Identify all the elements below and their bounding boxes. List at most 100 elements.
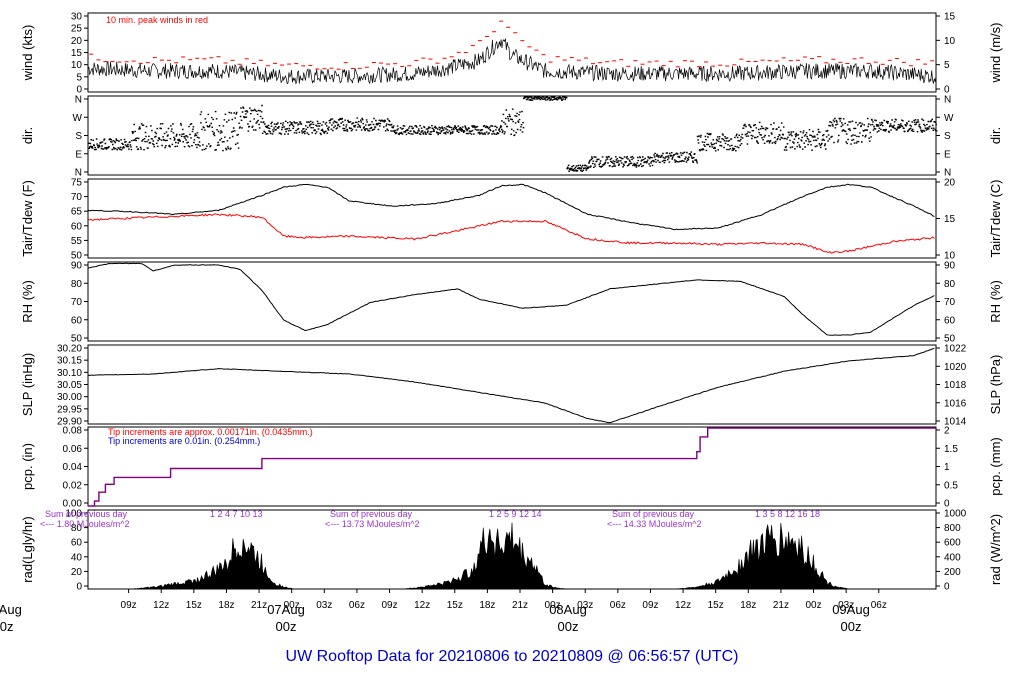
- slp-ytick-right-label: 1014: [944, 417, 967, 428]
- wind-ytick-left-label: 15: [71, 48, 83, 59]
- rh-ylabel-right: RH (%): [988, 280, 1003, 323]
- slp-ytick-left-label: 30.05: [57, 380, 82, 391]
- x-day-label-time: 00z: [276, 619, 297, 634]
- x-hour-tick-label: 21z: [251, 600, 267, 611]
- rad-day-note-line1: Sum of previous day: [45, 509, 128, 519]
- temp-series-0-line: [87, 183, 935, 231]
- rad-day-note-line1: Sum of previous day: [612, 509, 695, 519]
- temp-ytick-left-label: 50: [71, 251, 83, 262]
- rh-ytick-right-label: 60: [944, 315, 956, 326]
- slp-panel-frame: [87, 344, 937, 425]
- pcp-annotation-tip: Tip increments are 0.01in. (0.254mm.): [108, 436, 260, 446]
- slp-series-0-line: [87, 347, 935, 424]
- temp-series-1-line: [87, 213, 935, 254]
- slp-ytick-right-label: 1020: [944, 362, 967, 373]
- dir-ylabel-right: dir.: [988, 127, 1003, 144]
- pcp-ytick-right-label: 0: [944, 499, 950, 510]
- x-hour-tick-label: 21z: [773, 600, 789, 611]
- wind-ylabel-left: wind (kts): [20, 25, 35, 82]
- x-hour-tick-label: 18z: [479, 600, 495, 611]
- slp-ytick-right-label: 1016: [944, 398, 967, 409]
- pcp-ytick-right-label: 1: [944, 462, 950, 473]
- x-hour-tick-label: 00z: [284, 600, 300, 611]
- x-hour-tick-label: 15z: [447, 600, 463, 611]
- pcp-ytick-left-label: 0.04: [63, 462, 83, 473]
- rad-ytick-left-label: 60: [71, 538, 83, 549]
- slp-ytick-right-label: 1022: [944, 344, 967, 355]
- x-day-label-date: 06Aug: [0, 602, 22, 617]
- wind-ylabel-right: wind (m/s): [988, 23, 1003, 84]
- rad-series-area: [88, 522, 936, 590]
- wind-ytick-left-label: 10: [71, 60, 83, 71]
- pcp-ytick-left-label: 0.00: [63, 499, 83, 510]
- wind-annotation: 10 min. peak winds in red: [106, 15, 208, 25]
- x-hour-tick-label: 09z: [642, 600, 658, 611]
- wind-ytick-left-label: 20: [71, 36, 83, 47]
- rad-day-hours: 1 2 4 7 10 13: [210, 509, 263, 519]
- x-hour-tick-label: 00z: [545, 600, 561, 611]
- temp-ytick-right-label: 15: [944, 214, 956, 225]
- rad-ytick-right-label: 200: [944, 567, 961, 578]
- rh-series-0-line: [87, 262, 935, 336]
- temp-ytick-left-label: 70: [71, 192, 83, 203]
- rad-day-note-line2: <--- 14.33 MJoules/m^2: [607, 519, 702, 529]
- slp-ytick-left-label: 30.20: [57, 344, 82, 355]
- x-hour-tick-label: 03z: [577, 600, 593, 611]
- x-hour-tick-label: 03z: [838, 600, 854, 611]
- wind-ytick-left-label: 25: [71, 24, 83, 35]
- rad-ytick-right-label: 400: [944, 552, 961, 563]
- pcp-ytick-left-label: 0.08: [63, 426, 83, 437]
- x-hour-tick-label: 06z: [871, 600, 887, 611]
- wind-ytick-left-label: 0: [76, 85, 82, 96]
- dir-ytick-left-label: W: [73, 113, 83, 124]
- x-hour-tick-label: 09z: [121, 600, 137, 611]
- pcp-ytick-left-label: 0.06: [63, 444, 83, 455]
- rh-ylabel-left: RH (%): [20, 280, 35, 323]
- x-hour-tick-label: 03z: [316, 600, 332, 611]
- wind-panel-frame: [87, 12, 937, 93]
- wind-ytick-left-label: 5: [76, 72, 82, 83]
- rad-ytick-left-label: 100: [65, 509, 82, 520]
- rh-ytick-left-label: 70: [71, 297, 83, 308]
- pcp-ylabel-right: pcp. (mm): [988, 437, 1003, 496]
- wind-ytick-right-label: 0: [944, 85, 950, 96]
- x-day-label-time: 00z: [558, 619, 579, 634]
- pcp-ytick-left-label: 0.02: [63, 480, 83, 491]
- dir-ytick-right-label: N: [944, 95, 951, 106]
- slp-ytick-right-label: 1018: [944, 380, 967, 391]
- slp-ylabel-right: SLP (hPa): [988, 355, 1003, 415]
- rad-ytick-right-label: 0: [944, 582, 950, 593]
- pcp-ytick-right-label: 1.5: [944, 444, 958, 455]
- dir-ytick-right-label: S: [944, 131, 951, 142]
- dir-ytick-right-label: N: [944, 168, 951, 179]
- dir-scatter-points: [88, 96, 938, 172]
- x-day-label-time: 00z: [841, 619, 862, 634]
- pcp-ylabel-left: pcp. (in): [20, 443, 35, 490]
- rad-ytick-left-label: 40: [71, 552, 83, 563]
- rad-ytick-left-label: 0: [76, 582, 82, 593]
- page-title: UW Rooftop Data for 20210806 to 20210809…: [285, 648, 739, 665]
- pcp-ytick-right-label: 2: [944, 426, 950, 437]
- slp-ytick-left-label: 30.15: [57, 356, 82, 367]
- rad-ytick-right-label: 1000: [944, 509, 967, 520]
- rad-ytick-right-label: 600: [944, 538, 961, 549]
- rad-ylabel-left: rad(Lgly/hr): [20, 516, 35, 582]
- dir-ytick-left-label: E: [75, 149, 82, 160]
- x-day-label-date: 07Aug: [267, 602, 305, 617]
- rad-day-note-line2: <--- 1.80 MJoules/m^2: [40, 519, 130, 529]
- rh-ytick-left-label: 90: [71, 261, 83, 272]
- dir-ylabel-left: dir.: [20, 127, 35, 144]
- x-day-label-date: 08Aug: [549, 602, 587, 617]
- temp-ytick-left-label: 65: [71, 207, 83, 218]
- rh-ytick-right-label: 90: [944, 261, 956, 272]
- rad-ytick-left-label: 20: [71, 567, 83, 578]
- x-hour-tick-label: 12z: [414, 600, 430, 611]
- wind-ytick-right-label: 10: [944, 36, 956, 47]
- temp-ytick-right-label: 10: [944, 251, 956, 262]
- rad-day-note-line2: <--- 13.73 MJoules/m^2: [325, 519, 420, 529]
- x-hour-tick-label: 06z: [610, 600, 626, 611]
- x-hour-tick-label: 21z: [512, 600, 528, 611]
- wind-ytick-right-label: 15: [944, 12, 956, 23]
- temp-ytick-left-label: 55: [71, 236, 83, 247]
- x-hour-tick-label: 00z: [805, 600, 821, 611]
